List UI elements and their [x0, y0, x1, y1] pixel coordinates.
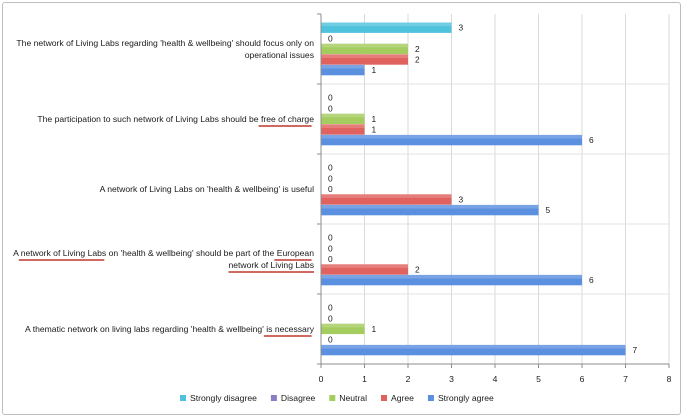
data-label: 0: [328, 184, 333, 194]
bar-highlight: [321, 323, 365, 328]
bar-highlight: [321, 134, 582, 139]
data-label: 0: [328, 254, 333, 264]
data-label: 1: [372, 65, 377, 75]
data-label: 2: [415, 265, 420, 275]
data-label: 2: [415, 44, 420, 54]
bar: [321, 134, 582, 146]
category-label: A network of Living Labs on 'health & we…: [13, 248, 314, 258]
data-label: 6: [589, 275, 594, 285]
data-label: 0: [328, 33, 333, 43]
data-label: 3: [459, 23, 464, 33]
data-label: 0: [328, 173, 333, 183]
category-separators: [321, 83, 669, 295]
bar: [321, 43, 408, 55]
data-label: 0: [328, 313, 333, 323]
data-label: 0: [328, 163, 333, 173]
x-tick-label: 2: [406, 374, 411, 384]
category-label: The participation to such network of Liv…: [37, 114, 314, 124]
bar: [321, 323, 365, 335]
x-tick-labels: 0 1 2 3 4 5 6 7 8: [319, 374, 672, 384]
x-tick-label: 3: [449, 374, 454, 384]
category-label: operational issues: [245, 50, 314, 60]
bar-highlight: [321, 64, 365, 69]
legend-label: Agree: [391, 393, 414, 403]
legend-label: Strongly disagree: [190, 393, 257, 403]
category-label: The network of Living Labs regarding 'he…: [16, 38, 314, 48]
bar: [321, 274, 582, 286]
category-labels: The network of Living Labs regarding 'he…: [13, 38, 315, 337]
x-tick-label: 1: [362, 374, 367, 384]
category-label: network of Living Labs: [228, 260, 314, 270]
gridlines: [364, 14, 670, 364]
data-label: 0: [328, 233, 333, 243]
legend-label: Neutral: [339, 393, 367, 403]
data-label: 0: [328, 335, 333, 345]
x-tick-label: 6: [580, 374, 585, 384]
data-label: 2: [415, 55, 420, 65]
legend-swatch: [270, 395, 277, 401]
data-label: 0: [328, 243, 333, 253]
bar: [321, 54, 408, 65]
bar-highlight: [321, 344, 626, 349]
bar: [321, 264, 408, 275]
legend-label: Strongly agree: [438, 393, 494, 403]
x-tick-label: 7: [623, 374, 628, 384]
legend-swatch: [427, 395, 434, 401]
axes: [317, 13, 670, 368]
legend-swatch: [329, 395, 336, 401]
bar-highlight: [321, 43, 408, 48]
category-label: A thematic network on living labs regard…: [25, 324, 315, 334]
legend-swatch: [381, 395, 387, 401]
data-label: 3: [459, 195, 464, 205]
bar: [321, 124, 365, 135]
data-label: 6: [589, 135, 594, 145]
x-tick-label: 8: [667, 374, 672, 384]
bars: [321, 22, 626, 356]
x-tick-label: 4: [493, 374, 498, 384]
bar-highlight: [321, 113, 365, 118]
bar: [321, 194, 452, 205]
bar-highlight: [321, 274, 582, 279]
x-tick-label: 5: [536, 374, 541, 384]
bar: [321, 64, 365, 76]
data-label: 0: [328, 93, 333, 103]
bar-highlight: [321, 264, 408, 268]
bar: [321, 113, 365, 125]
data-label: 1: [372, 324, 377, 334]
bar-highlight: [321, 54, 408, 58]
data-label: 7: [633, 345, 638, 355]
legend-swatch: [180, 395, 186, 401]
data-label: 5: [546, 205, 551, 215]
data-label: 0: [328, 103, 333, 113]
bar-highlight: [321, 124, 365, 128]
bar-highlight: [321, 204, 539, 209]
legend-label: Disagree: [281, 393, 316, 403]
bar-highlight: [321, 194, 452, 198]
data-label: 1: [372, 114, 377, 124]
category-label: A network of Living Labs on 'health & we…: [100, 184, 315, 194]
legend: Strongly disagree Disagree Neutral Agree Str…: [180, 393, 494, 403]
bar-highlight: [321, 22, 452, 27]
bar: [321, 344, 626, 356]
bar: [321, 204, 539, 216]
data-label: 0: [328, 303, 333, 313]
data-label: 1: [372, 125, 377, 135]
bar: [321, 22, 452, 33]
x-tick-label: 0: [319, 374, 324, 384]
